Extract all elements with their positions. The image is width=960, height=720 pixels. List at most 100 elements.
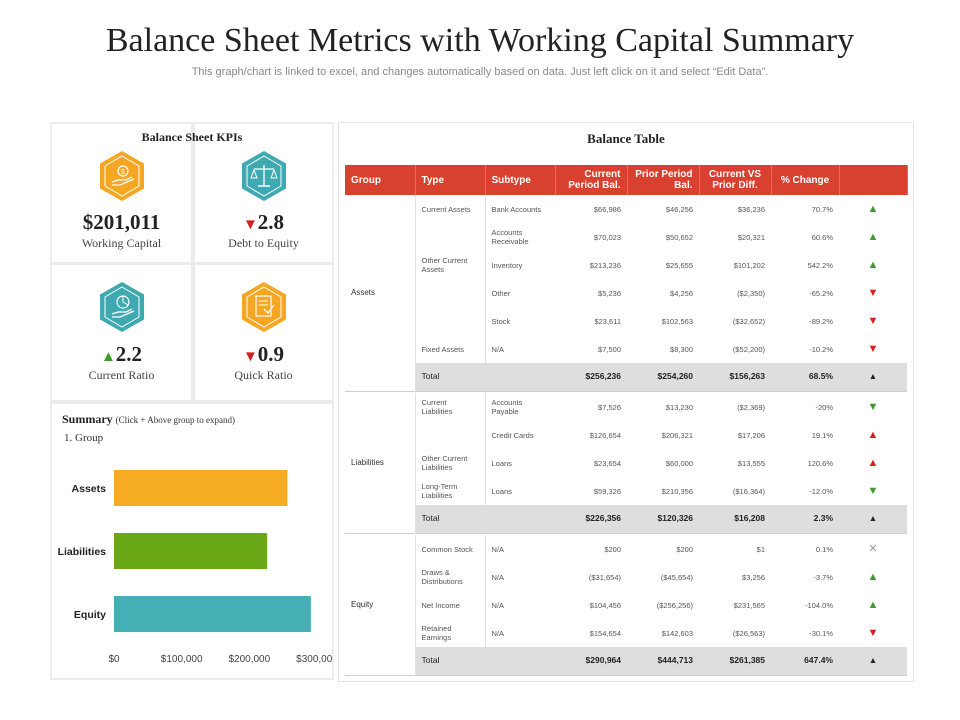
summary-group-toggle[interactable]: 1. Group bbox=[64, 432, 104, 444]
diff-cell: $20,321 bbox=[737, 232, 765, 242]
kpi-value: ▲2.2 bbox=[100, 342, 143, 366]
current-bal-cell: $7,500 bbox=[598, 344, 621, 354]
kpi-value: ▼2.8 bbox=[242, 210, 285, 234]
total-label: Total bbox=[415, 647, 485, 675]
table-title: Balance Table bbox=[587, 131, 665, 146]
total-diff-cell: $261,385 bbox=[699, 647, 771, 675]
header-current-period[interactable]: Current Period Bal. bbox=[555, 165, 628, 195]
current-bal-cell: $104,456 bbox=[589, 600, 621, 610]
total-label: Total bbox=[415, 363, 485, 391]
header-indicator bbox=[839, 165, 908, 195]
group-divider bbox=[345, 674, 907, 677]
header-diff[interactable]: Current VS Prior Diff. bbox=[699, 165, 772, 195]
kpi-card-debt-to-equity[interactable]: ▼2.8 Debt to Equity bbox=[195, 124, 332, 262]
diff-cell: ($32,652) bbox=[732, 316, 765, 326]
pct-change-cell: 120.6% bbox=[807, 458, 833, 468]
trend-indicator-icon: ▲ bbox=[839, 363, 907, 391]
kpi-card-quick-ratio[interactable]: ▼0.9 Quick Ratio bbox=[195, 265, 332, 400]
diff-cell: $3,256 bbox=[742, 572, 765, 582]
bar-assets[interactable] bbox=[114, 470, 288, 506]
type-cell: Net Income bbox=[415, 591, 486, 619]
summary-title: Summary (Click + Above group to expand) bbox=[62, 412, 235, 426]
kpi-heading: Balance Sheet KPIs bbox=[141, 130, 243, 144]
group-cell[interactable]: Equity bbox=[345, 535, 416, 675]
diff-cell: ($2,369) bbox=[737, 402, 765, 412]
bar-liabilities[interactable] bbox=[114, 533, 268, 569]
pct-change-cell: -30.1% bbox=[809, 628, 833, 638]
table-row: Credit Cards $126,654 $206,321 $17,206 19.1%… bbox=[345, 421, 907, 449]
table-row: Draws & Distributions N/A ($31,654) ($45,65… bbox=[345, 563, 907, 591]
subtype-cell: Loans bbox=[491, 458, 512, 468]
trend-indicator-icon: ▼ bbox=[867, 626, 879, 639]
page-title: Balance Sheet Metrics with Working Capit… bbox=[105, 22, 855, 59]
total-spacer bbox=[485, 647, 555, 675]
total-pct-cell: 68.5% bbox=[771, 363, 839, 391]
type-cell: Current Assets bbox=[415, 195, 486, 223]
header-subtype[interactable]: Subtype bbox=[485, 165, 556, 195]
current-bal-cell: $154,654 bbox=[589, 628, 621, 638]
trend-indicator-icon: ▲ bbox=[867, 570, 879, 583]
type-cell: Common Stock bbox=[415, 535, 486, 563]
trend-indicator-icon: ✕ bbox=[868, 542, 878, 555]
header-type[interactable]: Type bbox=[415, 165, 486, 195]
table-row: Liabilities Current Liabilities Accounts P… bbox=[345, 393, 907, 533]
header-pct-change[interactable]: % Change bbox=[771, 165, 840, 195]
current-bal-cell: $66,986 bbox=[593, 204, 621, 214]
subtype-cell: N/A bbox=[491, 344, 505, 354]
diff-cell: ($16,364) bbox=[732, 486, 765, 496]
subtype-cell: N/A bbox=[491, 600, 505, 610]
trend-indicator-icon: ▲ bbox=[867, 428, 879, 441]
table-row: Net Income N/A $104,456 ($256,256) $231,565 -… bbox=[345, 591, 907, 619]
header-group[interactable]: Group bbox=[345, 165, 416, 195]
type-cell: Retained Earnings bbox=[415, 619, 486, 647]
total-row: Total $226,356 $120,326 $16,208 2.3% ▲ bbox=[345, 505, 907, 533]
prior-bal-cell: $46,256 bbox=[665, 204, 693, 214]
total-current-cell: $290,964 bbox=[555, 647, 627, 675]
diff-cell: $1 bbox=[756, 544, 765, 554]
subtype-cell: Bank Accounts bbox=[491, 204, 542, 214]
x-tick-label: $100,000 bbox=[161, 654, 203, 665]
summary-bar-chart: Assets Liabilities Equity $0 $100,000 $200,00… bbox=[58, 470, 332, 665]
prior-bal-cell: $102,563 bbox=[661, 316, 693, 326]
pct-change-cell: -89.2% bbox=[809, 316, 833, 326]
type-cell: Draws & Distributions bbox=[415, 563, 486, 591]
subtype-cell: N/A bbox=[491, 628, 505, 638]
balance-table: Group Type Subtype Current Period Bal. P… bbox=[345, 165, 908, 677]
x-tick-label: $0 bbox=[108, 654, 120, 665]
table-row: Other Current Assets Inventory $213,236 $25… bbox=[345, 251, 907, 279]
current-bal-cell: $23,654 bbox=[593, 458, 621, 468]
prior-bal-cell: $60,000 bbox=[665, 458, 693, 468]
current-bal-cell: $70,023 bbox=[593, 232, 621, 242]
prior-bal-cell: $206,321 bbox=[661, 430, 693, 440]
header-prior-period[interactable]: Prior Period Bal. bbox=[627, 165, 700, 195]
type-cell: Other Current Assets bbox=[415, 251, 486, 279]
subtype-cell: Other bbox=[491, 288, 511, 298]
table-row: Retained Earnings N/A $154,654 $142,603 ($26… bbox=[345, 619, 907, 647]
table-row: Accounts Receivable $70,023 $50,652 $20,321… bbox=[345, 223, 907, 251]
trend-indicator-icon: ▼ bbox=[867, 484, 879, 497]
total-pct-cell: 2.3% bbox=[771, 505, 839, 533]
diff-cell: ($52,200) bbox=[732, 344, 765, 354]
category-label: Assets bbox=[72, 483, 107, 495]
prior-bal-cell: $210,356 bbox=[661, 486, 693, 496]
diff-cell: $17,206 bbox=[737, 430, 765, 440]
total-spacer bbox=[485, 363, 555, 391]
diff-cell: ($26,563) bbox=[732, 628, 765, 638]
kpi-value: ▼0.9 bbox=[242, 342, 285, 366]
trend-down-icon: ▼ bbox=[242, 217, 258, 233]
group-cell[interactable]: Assets bbox=[345, 195, 416, 391]
type-cell bbox=[415, 223, 486, 251]
bar-equity[interactable] bbox=[114, 596, 311, 632]
total-row: Total $256,236 $254,260 $156,263 68.5% ▲ bbox=[345, 363, 907, 391]
kpi-card-current-ratio[interactable]: ▲2.2 Current Ratio bbox=[52, 265, 191, 400]
total-pct-cell: 647.4% bbox=[771, 647, 839, 675]
pct-change-cell: 70.7% bbox=[811, 204, 833, 214]
kpi-card-working-capital[interactable]: $ $201,011 Working Capital bbox=[52, 124, 191, 262]
current-bal-cell: $23,611 bbox=[594, 316, 621, 326]
group-cell[interactable]: Liabilities bbox=[345, 393, 416, 533]
subtype-cell: Accounts Receivable bbox=[491, 228, 529, 246]
table-header-row: Group Type Subtype Current Period Bal. P… bbox=[345, 165, 908, 195]
trend-indicator-icon: ▼ bbox=[867, 286, 879, 299]
pct-change-cell: -10.2% bbox=[809, 344, 833, 354]
trend-indicator-icon: ▲ bbox=[867, 456, 879, 469]
